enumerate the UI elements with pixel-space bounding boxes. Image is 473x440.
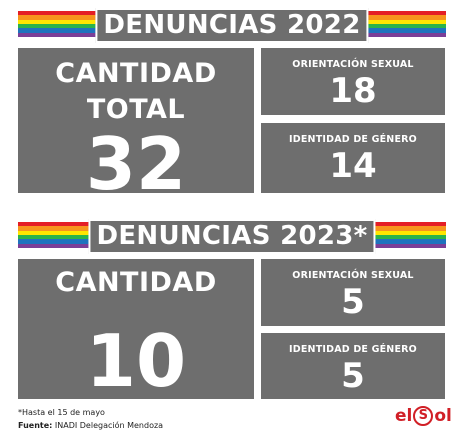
orientation-value-2023: 5	[341, 282, 365, 322]
total-label-2023: CANTIDAD	[55, 267, 217, 298]
orientation-label-2023: ORIENTACIÓN SEXUAL	[292, 270, 414, 281]
section-title-2023: DENUNCIAS 2023*	[88, 219, 376, 254]
logo-part1: el	[395, 406, 413, 426]
orientation-label-2022: ORIENTACIÓN SEXUAL	[292, 59, 414, 70]
identity-label-2023: IDENTIDAD DE GÉNERO	[289, 344, 417, 355]
identity-card-2022: IDENTIDAD DE GÉNERO 14	[261, 123, 445, 193]
identity-value-2022: 14	[329, 146, 377, 186]
source-label: Fuente:	[18, 421, 53, 430]
logo-ring: S	[413, 406, 434, 426]
total-value-2023: 10	[85, 319, 187, 403]
source-line: Fuente: INADI Delegación Mendoza	[18, 421, 163, 430]
section-title-2022: DENUNCIAS 2022	[95, 8, 369, 43]
orientation-card-2022: ORIENTACIÓN SEXUAL 18	[261, 48, 445, 115]
identity-card-2023: IDENTIDAD DE GÉNERO 5	[261, 333, 445, 399]
logo-part2: ol	[434, 406, 452, 426]
total-card-2023: CANTIDAD 10	[18, 259, 254, 399]
total-value-2022: 32	[85, 122, 187, 206]
total-label-line1: CANTIDAD	[55, 58, 217, 89]
footnote: *Hasta el 15 de mayo	[18, 408, 105, 417]
orientation-value-2022: 18	[329, 71, 377, 111]
banner-2022: DENUNCIAS 2022	[18, 8, 446, 43]
total-card-2022: CANTIDAD TOTAL 32	[18, 48, 254, 202]
identity-value-2023: 5	[341, 356, 365, 396]
identity-label-2022: IDENTIDAD DE GÉNERO	[289, 134, 417, 145]
source-text: INADI Delegación Mendoza	[54, 421, 164, 430]
banner-2023: DENUNCIAS 2023*	[18, 219, 446, 254]
orientation-card-2023: ORIENTACIÓN SEXUAL 5	[261, 259, 445, 326]
total-label-line2: TOTAL	[86, 94, 186, 125]
